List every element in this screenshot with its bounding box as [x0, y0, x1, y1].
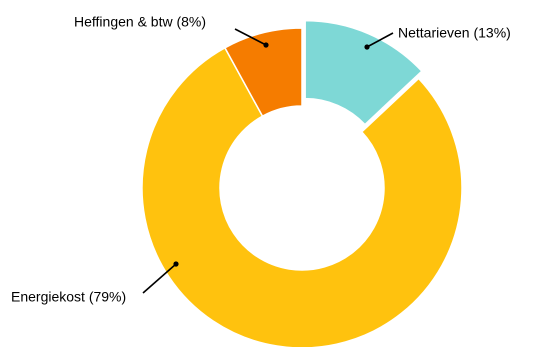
- leader-dot-heffingen-and-btw: [263, 42, 269, 48]
- label-heffingen-and-btw: Heffingen & btw (8%): [74, 14, 206, 30]
- slice-heffingen-and-btw: [223, 27, 303, 118]
- leader-line-energiekost: [142, 263, 177, 294]
- leader-dot-nettarieven: [364, 44, 370, 50]
- leader-line-nettarieven: [366, 32, 394, 48]
- leader-line-heffingen-and-btw: [234, 28, 267, 46]
- label-nettarieven: Nettarieven (13%): [398, 25, 511, 41]
- slices-layer: [141, 19, 463, 347]
- slice-energiekost: [141, 46, 463, 347]
- leader-dot-energiekost: [173, 261, 179, 267]
- label-energiekost: Energiekost (79%): [11, 289, 126, 305]
- labels-layer: Nettarieven (13%) Energiekost (79%) Heffin…: [11, 14, 511, 305]
- slice-nettarieven: [304, 19, 423, 126]
